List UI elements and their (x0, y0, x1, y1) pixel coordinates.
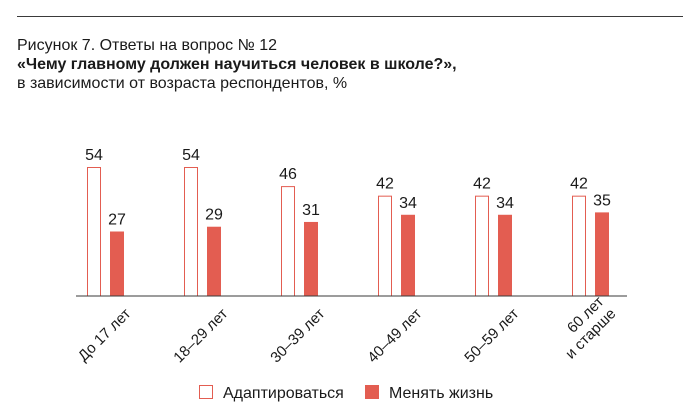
x-tick-label-1: 18–29 лет (170, 305, 231, 366)
bar-adapt-1 (184, 167, 198, 297)
data-label-adapt-1: 54 (182, 147, 200, 164)
figure-subtitle: в зависимости от возраста респондентов, … (17, 75, 348, 92)
legend-swatch-change (365, 385, 379, 399)
bar-change-0 (110, 231, 124, 296)
bar-adapt-0 (87, 167, 101, 297)
data-label-change-0: 27 (108, 212, 126, 229)
bar-adapt-5 (572, 195, 586, 297)
data-label-change-1: 29 (205, 207, 223, 224)
bar-change-3 (401, 214, 415, 296)
data-label-adapt-3: 42 (376, 176, 394, 193)
bar-adapt-2 (281, 186, 295, 297)
x-tick-label-3: 40–49 лет (364, 305, 425, 366)
x-tick-labels: До 17 лет 18–29 лет 30–39 лет 40–49 лет 50–5… (75, 293, 620, 366)
data-label-change-3: 34 (399, 195, 417, 212)
bar-change-4 (498, 214, 512, 296)
bar-adapt-3 (378, 195, 392, 297)
bar-change-1 (207, 226, 221, 296)
figure-label: Рисунок 7. Ответы на вопрос № 12 (17, 37, 278, 54)
data-label-adapt-5: 42 (570, 176, 588, 193)
x-tick-label-line: 18–29 лет (170, 305, 231, 366)
data-label-change-5: 35 (593, 192, 611, 209)
bar-change-5 (595, 212, 609, 296)
x-tick-label-line: До 17 лет (75, 305, 135, 365)
figure-question: «Чему главному должен научиться человек … (17, 56, 457, 73)
data-label-adapt-4: 42 (473, 176, 491, 193)
top-rule (17, 16, 683, 17)
bars-layer: 54 27 54 29 46 31 42 34 42 34 42 35 (85, 147, 611, 297)
bar-change-2 (304, 221, 318, 296)
legend-label-change: Менять жизнь (389, 385, 493, 402)
legend-swatch-adapt (199, 385, 213, 399)
data-label-adapt-0: 54 (85, 147, 103, 164)
x-tick-label-line: 30–39 лет (267, 305, 328, 366)
chart-title-block: Рисунок 7. Ответы на вопрос № 12 «Чему г… (17, 36, 683, 93)
legend: Адаптироваться Менять жизнь (199, 385, 493, 402)
x-tick-label-4: 50–59 лет (461, 305, 522, 366)
x-tick-label-line: 40–49 лет (364, 305, 425, 366)
x-tick-label-2: 30–39 лет (267, 305, 328, 366)
bar-adapt-4 (475, 195, 489, 297)
x-tick-label-line: 50–59 лет (461, 305, 522, 366)
legend-label-adapt: Адаптироваться (223, 385, 344, 402)
data-label-change-4: 34 (496, 195, 514, 212)
x-tick-label-0: До 17 лет (75, 305, 135, 365)
data-label-change-2: 31 (302, 202, 320, 219)
data-label-adapt-2: 46 (279, 166, 297, 183)
